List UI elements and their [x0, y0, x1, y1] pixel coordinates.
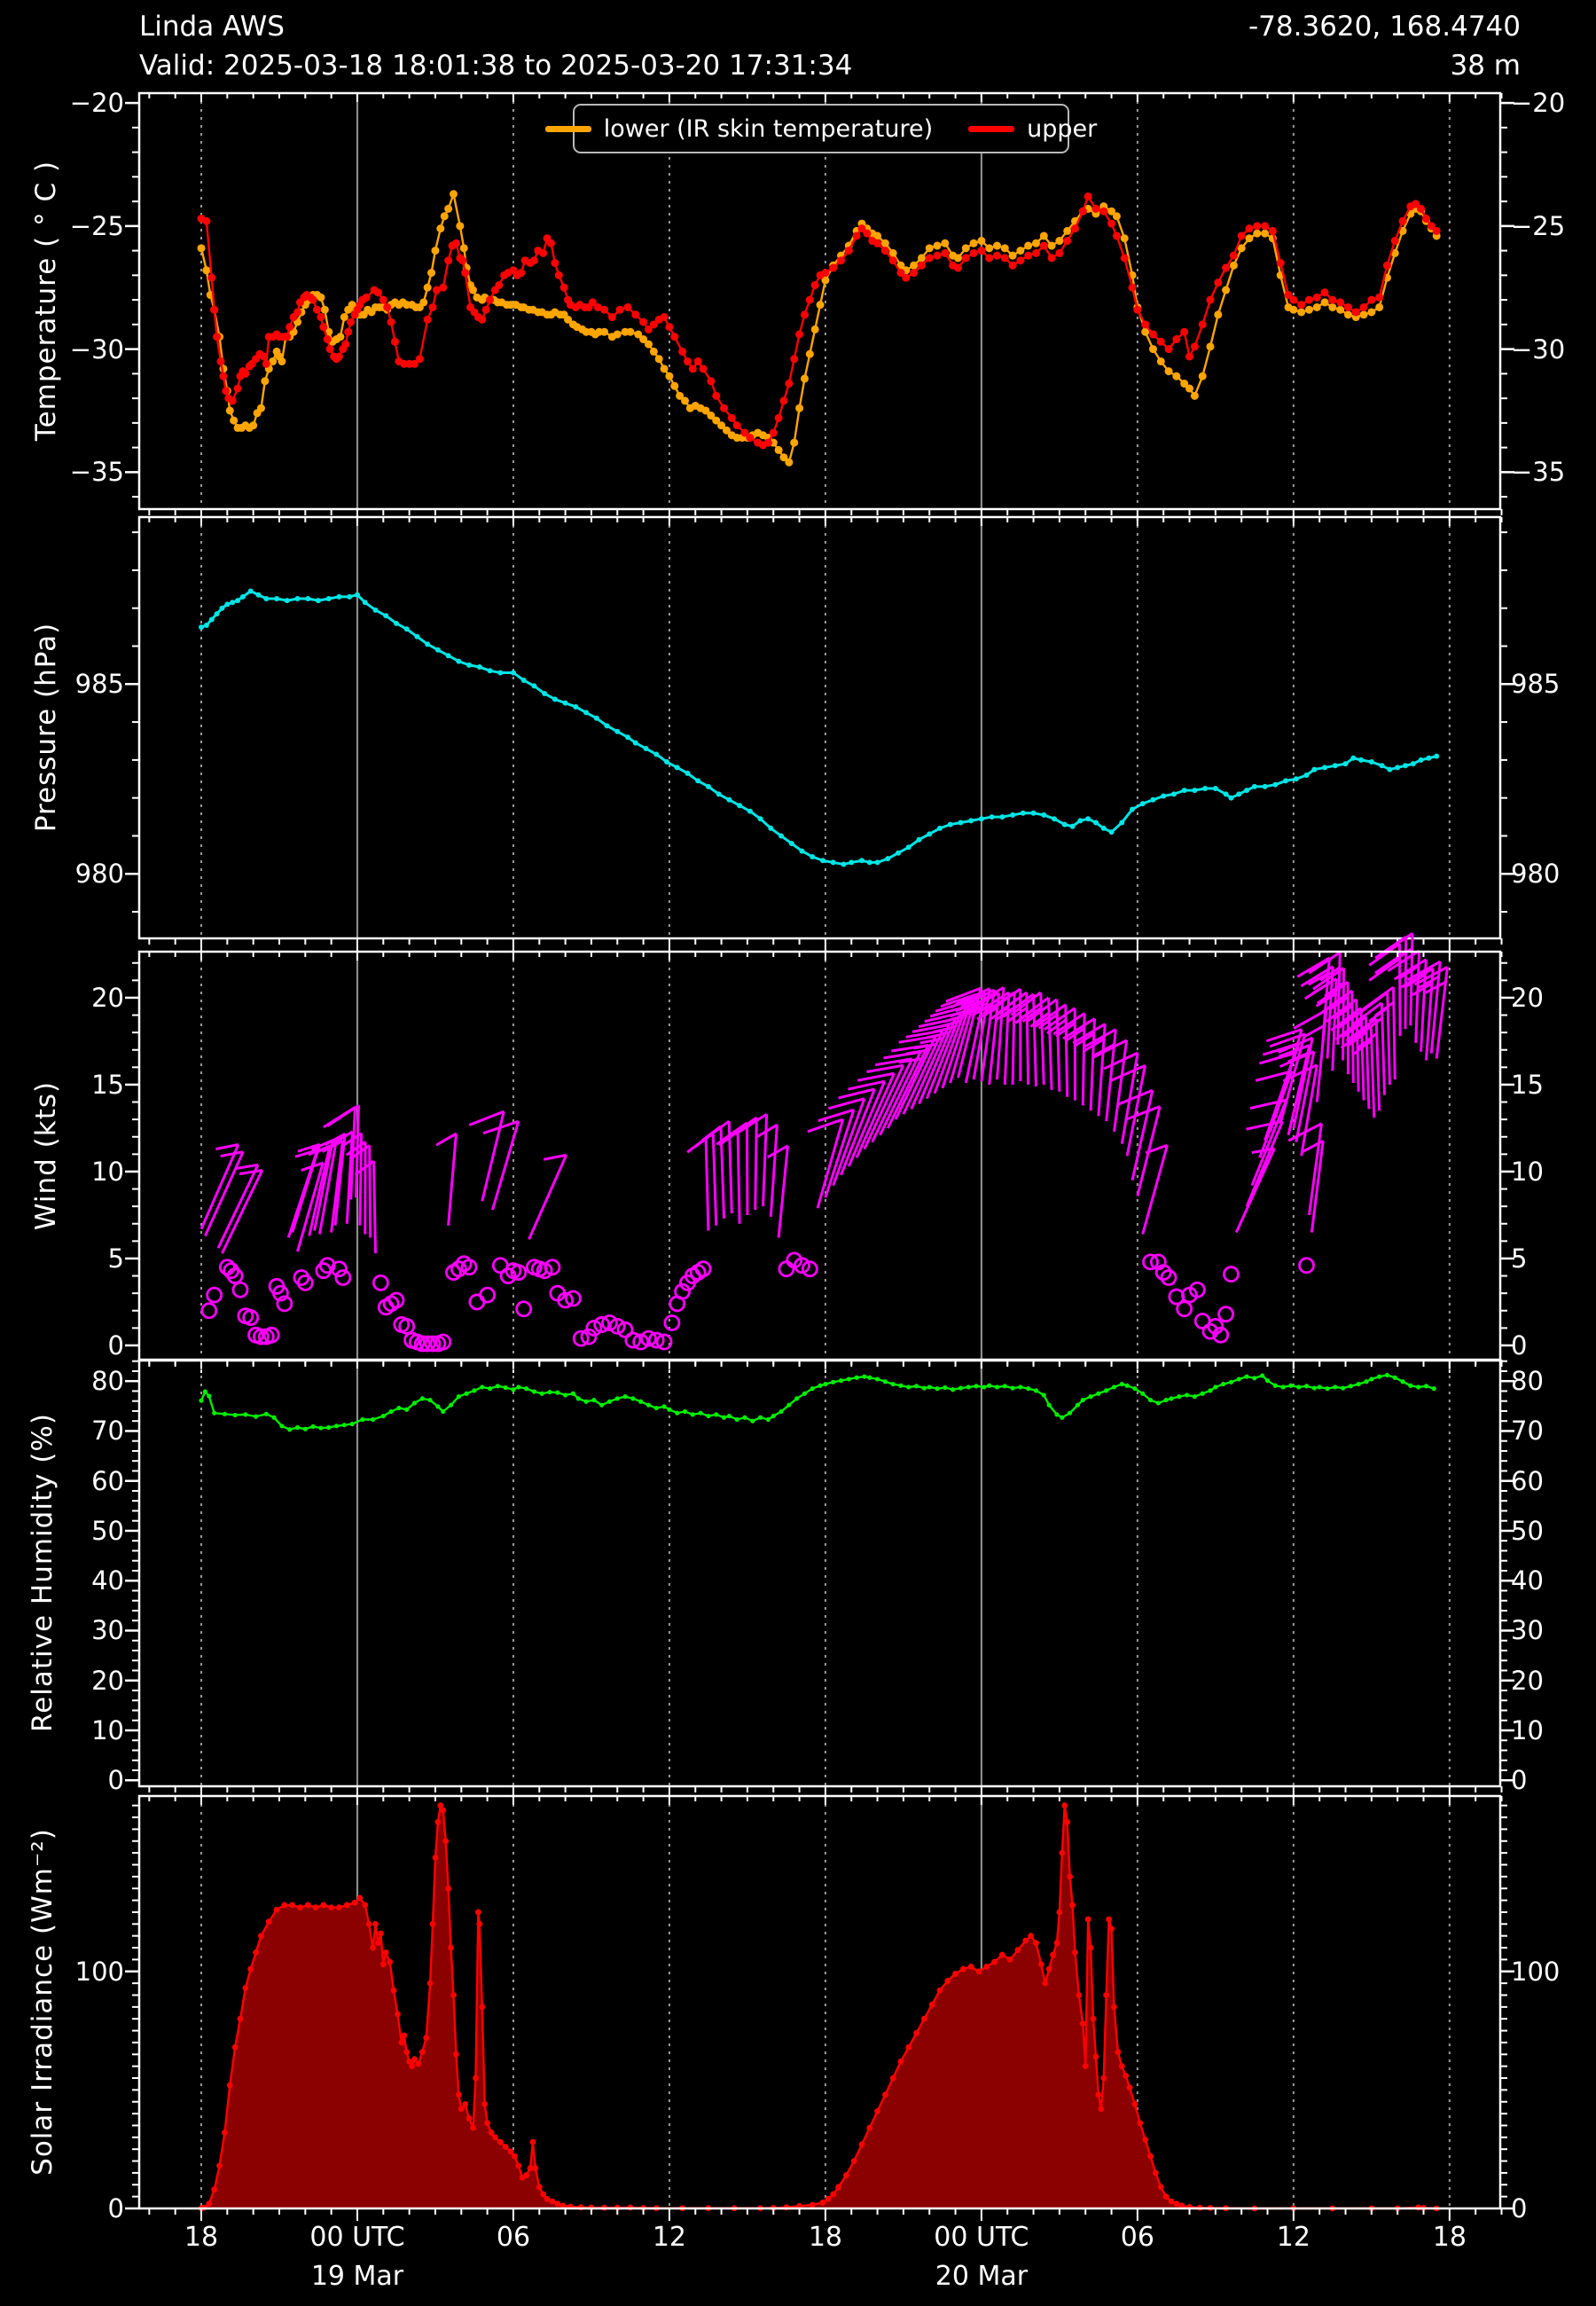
- humidity-ytick-right: 30: [1511, 1615, 1544, 1646]
- humidity-ytick-left: 0: [107, 1765, 124, 1796]
- xtick-date-20Mar: 20 Mar: [935, 2261, 1029, 2292]
- xtick-00UTC: 00 UTC: [309, 2222, 405, 2253]
- wind-ytick-left: 10: [91, 1156, 124, 1187]
- xtick-12: 12: [652, 2222, 687, 2253]
- humidity-ytick-left: 70: [91, 1416, 124, 1447]
- station-title: Linda AWS: [139, 11, 285, 43]
- lower-series-line-icon: [544, 125, 591, 132]
- humidity-ytick-left: 40: [91, 1565, 124, 1596]
- wind-ytick-right: 15: [1511, 1069, 1544, 1100]
- station-coordinates: -78.3620, 168.4740: [1248, 11, 1521, 43]
- pressure-ytick-right: 985: [1511, 669, 1561, 700]
- temperature-ytick-right: −25: [1511, 210, 1566, 241]
- humidity-ytick-left: 20: [91, 1665, 124, 1696]
- temperature-ytick-right: −35: [1511, 457, 1566, 488]
- temperature-ytick-left: −30: [69, 333, 124, 365]
- humidity-ytick-right: 80: [1511, 1366, 1544, 1397]
- valid-range: Valid: 2025-03-18 18:01:38 to 2025-03-20…: [139, 50, 853, 82]
- legend: lower (IR skin temperature) upper: [544, 104, 1097, 153]
- wind-ytick-right: 5: [1511, 1243, 1528, 1274]
- pressure-ytick-left: 985: [74, 669, 124, 700]
- xtick-18: 18: [808, 2222, 842, 2253]
- legend-label-upper: upper: [1027, 114, 1098, 143]
- wind-ytick-left: 15: [91, 1069, 124, 1100]
- upper-series-line-icon: [968, 125, 1015, 132]
- humidity-ytick-right: 40: [1511, 1565, 1544, 1596]
- humidity-ytick-left: 30: [91, 1615, 124, 1646]
- humidity-ytick-left: 60: [91, 1465, 124, 1496]
- pressure-ytick-right: 980: [1511, 859, 1561, 890]
- xtick-06: 06: [496, 2222, 531, 2253]
- solar-ytick-right: 0: [1511, 2193, 1528, 2224]
- humidity-ytick-right: 0: [1511, 1765, 1528, 1796]
- xtick-00UTC: 00 UTC: [934, 2222, 1029, 2253]
- temperature-axis-label: Temperature ( ° C ): [30, 160, 62, 442]
- solar-axis-label: Solar Irradiance (Wm⁻²): [27, 1828, 59, 2176]
- humidity-ytick-left: 80: [91, 1366, 124, 1397]
- pressure-ytick-left: 980: [74, 859, 124, 890]
- pressure-axis-label: Pressure (hPa): [30, 622, 62, 833]
- humidity-ytick-right: 10: [1511, 1714, 1544, 1745]
- xtick-18: 18: [184, 2222, 219, 2253]
- temperature-ytick-left: −20: [69, 88, 124, 119]
- humidity-ytick-left: 10: [91, 1714, 124, 1745]
- humidity-ytick-right: 20: [1511, 1665, 1544, 1696]
- wind-ytick-left: 0: [107, 1329, 124, 1361]
- temperature-ytick-left: −35: [69, 457, 124, 488]
- xtick-date-19Mar: 19 Mar: [310, 2261, 404, 2292]
- humidity-ytick-right: 70: [1511, 1416, 1544, 1447]
- solar-ytick-right: 100: [1511, 1956, 1561, 1987]
- temperature-ytick-right: −30: [1511, 333, 1566, 365]
- temperature-ytick-right: −20: [1511, 88, 1566, 119]
- humidity-ytick-left: 50: [91, 1515, 124, 1546]
- wind-ytick-right: 0: [1511, 1329, 1528, 1361]
- solar-ytick-left: 0: [107, 2193, 124, 2224]
- legend-label-lower: lower (IR skin temperature): [603, 114, 934, 143]
- station-elevation: 38 m: [1450, 50, 1522, 82]
- wind-ytick-left: 20: [91, 982, 124, 1013]
- xtick-18: 18: [1432, 2222, 1467, 2253]
- temperature-ytick-left: −25: [69, 210, 124, 241]
- wind-ytick-left: 5: [107, 1243, 124, 1274]
- solar-ytick-left: 100: [74, 1956, 124, 1987]
- humidity-ytick-right: 50: [1511, 1515, 1544, 1546]
- wind-ytick-right: 20: [1511, 982, 1544, 1013]
- xtick-06: 06: [1120, 2222, 1154, 2253]
- xtick-12: 12: [1276, 2222, 1310, 2253]
- wind-ytick-right: 10: [1511, 1156, 1544, 1187]
- humidity-ytick-right: 60: [1511, 1465, 1544, 1496]
